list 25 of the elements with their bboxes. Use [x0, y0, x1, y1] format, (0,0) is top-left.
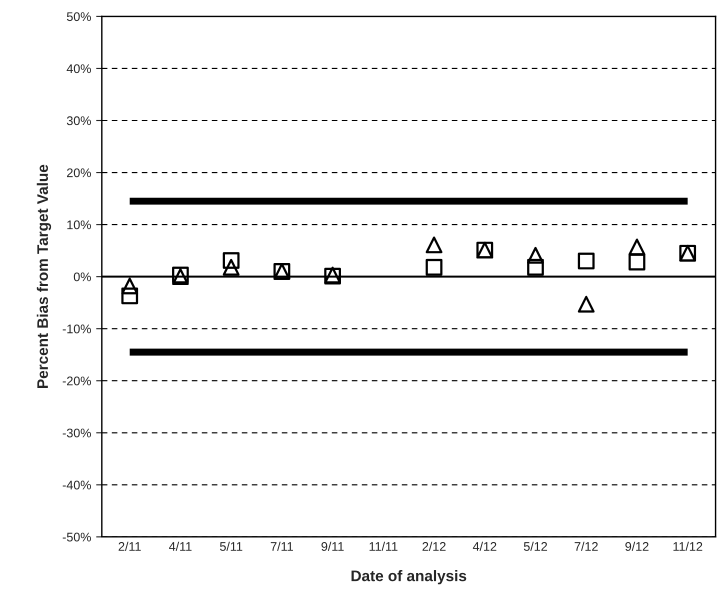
x-tick-label: 9/11: [321, 542, 344, 551]
y-tick-label: -10%: [62, 324, 91, 334]
y-tick-label: 50%: [66, 12, 91, 22]
y-tick-label: 10%: [67, 220, 91, 230]
x-tick-label: 5/11: [220, 542, 242, 551]
y-tick-label: -20%: [62, 376, 91, 386]
x-tick-label: 4/11: [169, 542, 192, 551]
x-tick-label: 7/11: [270, 542, 293, 551]
y-tick-label: 30%: [66, 116, 91, 126]
y-tick-label: -40%: [62, 480, 91, 490]
y-tick-label: -30%: [62, 428, 91, 438]
x-axis-title: Date of analysis: [352, 570, 466, 584]
x-tick-label: 4/12: [472, 542, 496, 551]
y-tick-label: 0%: [74, 272, 91, 282]
x-tick-label: 9/12: [625, 542, 648, 551]
y-tick-label: 40%: [66, 64, 91, 74]
y-axis-title: Percent Bias from Target Value: [36, 164, 52, 388]
x-tick-label: 11/12: [673, 542, 702, 551]
x-tick-label: 5/12: [524, 542, 548, 551]
x-tick-label: 11/11: [370, 542, 398, 551]
x-tick-label: 7/12: [574, 542, 598, 551]
y-tick-label: 20%: [67, 168, 91, 178]
x-tick-label: 2/12: [422, 542, 446, 551]
x-tick-label: 2/11: [118, 542, 141, 551]
y-tick-label: -50%: [62, 532, 91, 542]
